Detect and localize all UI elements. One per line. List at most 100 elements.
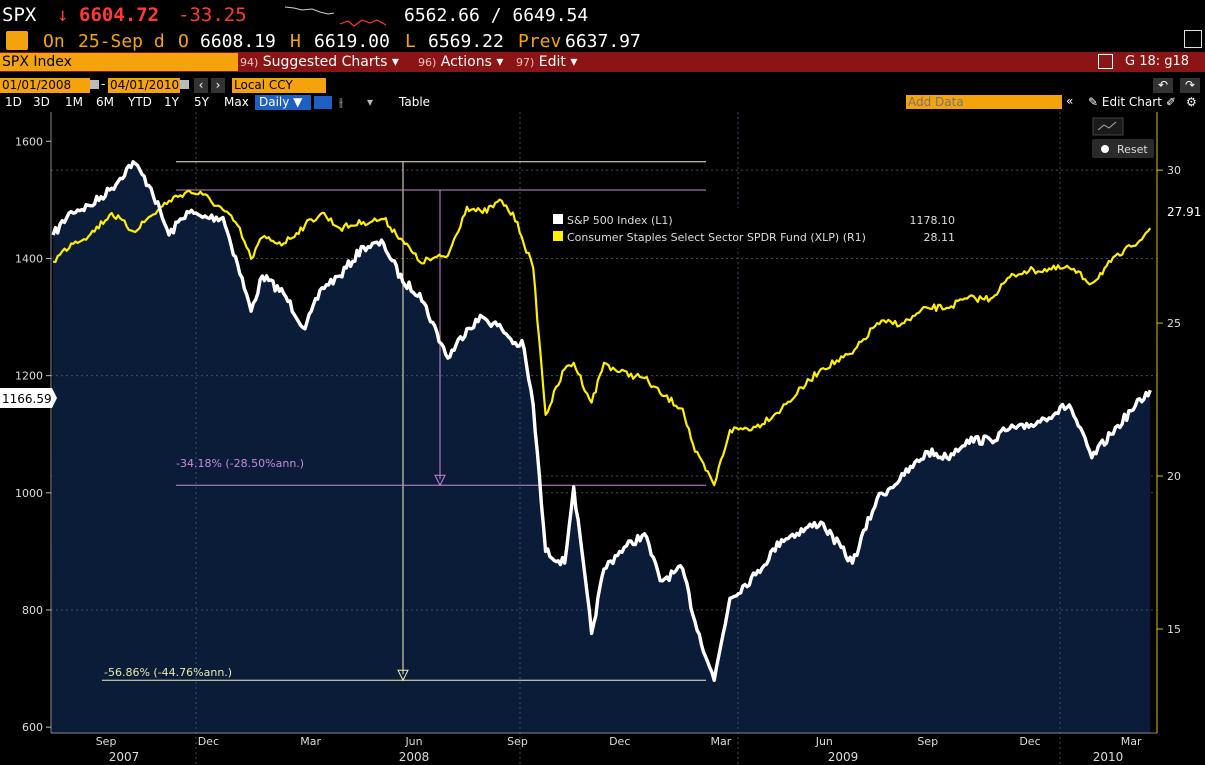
add-data-input[interactable] bbox=[906, 95, 1062, 109]
spx-current-label: 1166.59 bbox=[2, 392, 52, 406]
actions-menu[interactable]: 96) Actions ▾ bbox=[418, 54, 504, 70]
high-value: 6619.00 bbox=[314, 31, 390, 52]
undo-icon[interactable]: ↶ bbox=[1153, 78, 1173, 93]
currency-select[interactable]: Local CCY bbox=[232, 78, 326, 93]
reset-icon bbox=[1101, 145, 1109, 153]
x-tick-label: Sep bbox=[96, 735, 117, 748]
spx-line bbox=[51, 160, 1152, 682]
x-tick-label: Jun bbox=[404, 735, 422, 748]
prev-period-button[interactable]: ‹ bbox=[194, 78, 208, 93]
end-date-input[interactable]: 04/01/2010 bbox=[108, 78, 180, 93]
xlp-drop-arrow bbox=[434, 474, 446, 487]
left-tick-label: 1200 bbox=[15, 370, 43, 383]
legend: S&P 500 Index (L1) 1178.10 Consumer Stap… bbox=[547, 208, 959, 248]
legend-value-spx: 1178.10 bbox=[910, 214, 956, 227]
period-max[interactable]: Max bbox=[224, 95, 249, 109]
actions-label: Actions bbox=[440, 54, 492, 70]
right-tick-label: 25 bbox=[1167, 317, 1181, 330]
quote-date: 25-Sep d bbox=[78, 31, 165, 52]
net-change: -33.25 bbox=[178, 4, 247, 26]
spx-area-fill bbox=[51, 112, 1157, 765]
page-id: G 18: g18 bbox=[1125, 54, 1190, 69]
spx-flag-shape bbox=[0, 388, 57, 408]
period-ytd[interactable]: YTD bbox=[128, 95, 152, 109]
open-value: 6608.19 bbox=[200, 31, 276, 52]
year-label: 2010 bbox=[1093, 750, 1124, 764]
period-1m[interactable]: 1M bbox=[65, 95, 83, 109]
high-label: H bbox=[290, 31, 301, 52]
left-tick-label: 1000 bbox=[15, 487, 43, 500]
edit-tools-icon[interactable]: ✐ bbox=[1166, 95, 1177, 109]
x-tick-label: Sep bbox=[917, 735, 938, 748]
left-axis: 600 800 1000 1200 1400 1600 bbox=[15, 112, 52, 734]
ticker: SPX bbox=[2, 4, 37, 26]
period-5y[interactable]: 5Y bbox=[194, 95, 209, 109]
line-chart-icon[interactable] bbox=[314, 96, 332, 109]
legend-label-spx: S&P 500 Index (L1) bbox=[567, 214, 673, 227]
legend-swatch-spx bbox=[553, 214, 563, 224]
legend-swatch-xlp bbox=[553, 231, 563, 241]
terminal-icon[interactable] bbox=[6, 31, 28, 50]
collapse-icon[interactable]: « bbox=[1066, 94, 1074, 108]
chart-style-button[interactable] bbox=[1092, 117, 1124, 136]
date-toolbar: 01/01/2008 - 04/01/2010 ‹ › Local CCY ↶ … bbox=[0, 77, 1205, 93]
chart-type-dropdown-icon[interactable]: ▾ bbox=[367, 95, 374, 109]
spx-current-flag: 1166.59 bbox=[0, 388, 57, 408]
period-1y[interactable]: 1Y bbox=[164, 95, 179, 109]
prev-value: 6637.97 bbox=[565, 31, 641, 52]
window-resize-icon[interactable] bbox=[1184, 30, 1202, 48]
frequency-select[interactable]: Daily ▼ bbox=[255, 95, 311, 110]
sparkline-icon bbox=[284, 6, 387, 27]
xlp-current-flag: 27.91 bbox=[1160, 201, 1205, 221]
calendar-icon[interactable] bbox=[90, 80, 99, 89]
start-date-input[interactable]: 01/01/2008 bbox=[0, 78, 90, 93]
series-lines bbox=[51, 160, 1152, 682]
edit-menu[interactable]: 97) Edit ▾ bbox=[516, 54, 578, 70]
spx-drawdown-label: -56.86% (-44.76%ann.) bbox=[104, 666, 232, 679]
edit-chart-button[interactable]: ✎ Edit Chart bbox=[1088, 95, 1162, 109]
reset-label: Reset bbox=[1117, 143, 1148, 156]
suggested-label: Suggested Charts bbox=[262, 54, 388, 70]
security-field[interactable]: SPX Index bbox=[0, 53, 238, 71]
x-tick-label: Sep bbox=[507, 735, 528, 748]
right-tick-label: 30 bbox=[1167, 164, 1181, 177]
table-button[interactable]: Table bbox=[399, 95, 431, 109]
drawdown-annotations bbox=[102, 161, 706, 682]
settings-gear-icon[interactable]: ⚙ bbox=[1186, 95, 1197, 109]
period-1d[interactable]: 1D bbox=[5, 95, 22, 109]
reset-button[interactable] bbox=[1092, 139, 1154, 158]
left-tick-label: 1400 bbox=[15, 252, 43, 265]
edit-num: 97) bbox=[516, 56, 535, 69]
down-arrow-icon: ↓ bbox=[57, 4, 69, 26]
spx-drop-arrow bbox=[397, 669, 409, 682]
period-6m[interactable]: 6M bbox=[96, 95, 114, 109]
next-period-button[interactable]: › bbox=[211, 78, 225, 93]
suggested-charts-menu[interactable]: 94) Suggested Charts ▾ bbox=[240, 54, 399, 70]
last-price: 6604.72 bbox=[79, 4, 160, 26]
bar-chart-icon[interactable]: ⫲ bbox=[339, 95, 343, 109]
year-label: 2009 bbox=[828, 750, 859, 764]
left-tick-label: 600 bbox=[22, 721, 43, 734]
low-value: 6569.22 bbox=[428, 31, 504, 52]
day-range: 6562.66 / 6649.54 bbox=[404, 5, 589, 26]
quote-header: SPX ↓ 6604.72 -33.25 6562.66 / 6649.54 O… bbox=[0, 0, 1205, 52]
period-3d[interactable]: 3D bbox=[33, 95, 50, 109]
edit-label: Edit bbox=[538, 54, 566, 70]
x-tick-label: Mar bbox=[300, 735, 321, 748]
legend-background bbox=[547, 208, 959, 248]
x-tick-label: Dec bbox=[609, 735, 630, 748]
left-tick-label: 1600 bbox=[15, 135, 43, 148]
x-tick-label: Jun bbox=[815, 735, 833, 748]
date-separator: - bbox=[101, 77, 106, 91]
xlp-current-label: 27.91 bbox=[1167, 205, 1201, 219]
legend-value-xlp: 28.11 bbox=[924, 231, 956, 244]
launch-icon[interactable] bbox=[1098, 54, 1113, 69]
xlp-line bbox=[53, 189, 1152, 487]
chart-area[interactable]: 600 800 1000 1200 1400 1600 15 20 25 30 Sep Dec Ma… bbox=[0, 112, 1205, 765]
menu-bar: SPX Index 94) Suggested Charts ▾ 96) Act… bbox=[0, 52, 1205, 72]
x-tick-label: Dec bbox=[1019, 735, 1040, 748]
redo-icon[interactable]: ↷ bbox=[1180, 78, 1200, 93]
prev-label: Prev bbox=[518, 31, 562, 52]
xlp-drawdown-label: -34.18% (-28.50%ann.) bbox=[176, 457, 304, 470]
calendar-icon[interactable] bbox=[180, 80, 189, 89]
